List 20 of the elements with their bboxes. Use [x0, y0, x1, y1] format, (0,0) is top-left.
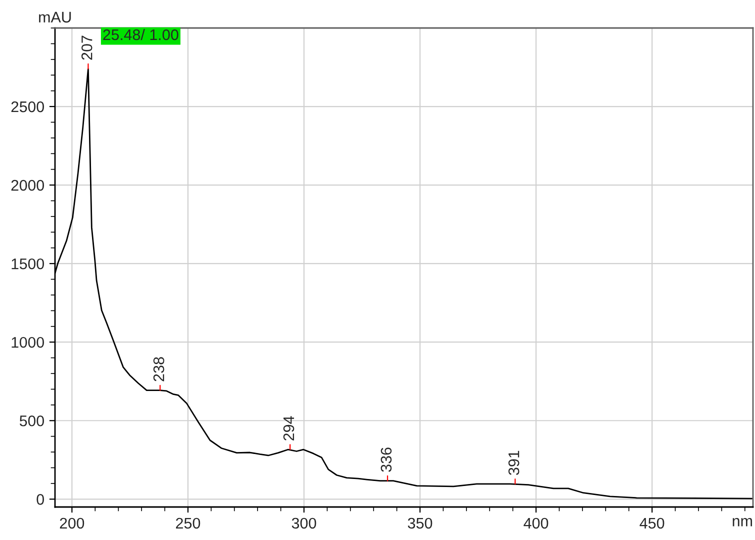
y-tick-label: 0 [36, 494, 44, 505]
annotation: 294 [283, 416, 294, 440]
annotation: 391 [508, 450, 520, 475]
annotation: 207 [81, 36, 92, 60]
x-axis-title: nm [732, 518, 752, 526]
annotation: 238 [153, 357, 164, 382]
x-tick-label: 200 [60, 518, 84, 529]
y-tick-label: 500 [20, 415, 44, 426]
y-tick-label: 1500 [12, 258, 44, 270]
x-tick-label: 300 [292, 518, 316, 529]
x-tick-label: 450 [640, 518, 664, 529]
annotation: 25.48/ 1.00 [103, 28, 178, 40]
y-tick-label: 2000 [11, 180, 44, 191]
annotation: 336 [380, 448, 392, 472]
y-tick-label: 1000 [12, 336, 44, 348]
x-tick-label: 400 [524, 518, 548, 529]
x-tick-label: 350 [408, 518, 432, 529]
y-tick-label: 2500 [11, 101, 44, 112]
x-tick-label: 250 [176, 518, 200, 529]
y-axis-title: mAU [39, 12, 71, 23]
